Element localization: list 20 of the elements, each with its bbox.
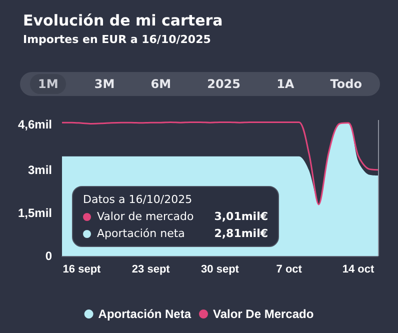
chart-title: Evolución de mi cartera — [23, 12, 223, 30]
x-tick-label: 7 oct — [276, 264, 302, 276]
legend-label: Aportación Neta — [98, 307, 192, 321]
x-tick-label: 23 sept — [132, 264, 170, 276]
annotation: Aportación neta — [97, 227, 185, 240]
annotation: 3,01mil€ — [214, 210, 268, 223]
y-tick-label: 0 — [45, 249, 52, 263]
x-tick-label: 16 sept — [62, 264, 102, 276]
annotation: Datos a 16/10/2025 — [83, 193, 194, 206]
annotation: 2,81mil€ — [214, 227, 268, 240]
chart-subtitle: Importes en EUR a 16/10/2025 — [23, 33, 211, 46]
y-tick-label: 4,6mil — [18, 117, 52, 132]
y-tick-label: 3mil — [28, 163, 52, 178]
line-series — [61, 122, 379, 206]
x-tick-label: 30 sept — [201, 264, 240, 276]
period-tabs: 1M 3M 6M 2025 1A Todo — [20, 72, 380, 96]
x-tick-label: 14 oct — [342, 264, 374, 276]
annotation: Valor de mercado — [97, 210, 194, 223]
y-tick-label: 1,5mil — [18, 206, 52, 220]
legend-label: Valor De Mercado — [212, 307, 314, 321]
